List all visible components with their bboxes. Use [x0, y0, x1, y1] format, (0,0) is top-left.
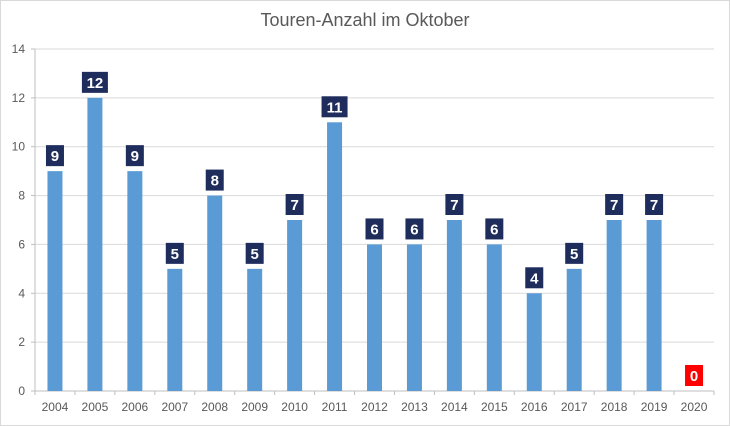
- x-tick-label: 2014: [441, 400, 468, 414]
- data-label: 7: [610, 197, 618, 214]
- data-label-box: [45, 145, 64, 167]
- tick-labels: 0 2 4 6 8 10 12 14 2004 2005 2006 2007 2008 2009 2010 2…: [12, 42, 708, 414]
- bar: [167, 268, 183, 391]
- bar: [646, 220, 662, 391]
- x-tick-label: 2017: [561, 400, 588, 414]
- bar: [446, 220, 462, 391]
- x-tick-label: 2019: [641, 400, 668, 414]
- bar: [486, 244, 502, 391]
- data-label-box: [485, 218, 504, 240]
- data-label: 4: [530, 270, 539, 287]
- data-label: 6: [490, 221, 498, 238]
- y-tick-label: 4: [18, 286, 25, 300]
- data-label: 9: [51, 148, 59, 165]
- data-label: 7: [650, 197, 658, 214]
- x-tick-label: 2007: [161, 400, 188, 414]
- x-tick-label: 2005: [82, 400, 109, 414]
- data-label: 0: [690, 368, 698, 385]
- data-label: 6: [410, 221, 418, 238]
- data-label-box: [605, 194, 624, 215]
- chart-title: Touren-Anzahl im Oktober: [260, 10, 470, 30]
- bar: [287, 220, 303, 391]
- data-label-box: [445, 194, 464, 215]
- data-label-box: [525, 267, 544, 289]
- bar: [406, 244, 422, 391]
- bar: [367, 244, 382, 391]
- x-tick-label: 2006: [122, 400, 149, 414]
- data-label: 6: [370, 221, 378, 238]
- bar: [606, 220, 622, 391]
- y-tick-label: 8: [18, 189, 25, 203]
- x-tick-label: 2018: [601, 400, 628, 414]
- x-tick-label: 2008: [201, 400, 228, 414]
- bar: [207, 195, 223, 391]
- x-tick-label: 2009: [241, 400, 268, 414]
- data-label-box: [125, 145, 144, 167]
- data-label-box: [285, 194, 304, 215]
- bar: [247, 268, 263, 391]
- data-label-box: [645, 194, 664, 215]
- y-tick-label: 2: [18, 335, 25, 349]
- bars: [47, 97, 662, 392]
- data-label-box: [685, 365, 704, 386]
- data-label-box: [245, 242, 264, 264]
- x-tick-label: 2016: [521, 400, 548, 414]
- data-label-box: [365, 218, 384, 240]
- bar: [127, 171, 143, 391]
- x-tick-label: 2011: [322, 400, 348, 414]
- data-label: 8: [211, 173, 219, 190]
- y-tick-label: 10: [12, 140, 26, 154]
- bar: [566, 268, 582, 391]
- data-label-box: [321, 96, 348, 118]
- data-label: 5: [251, 246, 259, 263]
- y-tick-label: 6: [18, 237, 25, 251]
- data-label-box: [81, 71, 108, 93]
- data-label-box: [405, 218, 424, 240]
- data-labels: 9 12 9 5 8 5 7 11 6 6 7 6 4 5 7 7 0: [45, 71, 704, 386]
- y-tick-label: 12: [12, 91, 26, 105]
- data-label: 9: [131, 148, 139, 165]
- data-label-box: [565, 242, 584, 264]
- data-label: 5: [171, 246, 179, 263]
- x-tick-label: 2013: [401, 400, 428, 414]
- y-tick-label: 0: [18, 384, 25, 398]
- bar: [87, 97, 103, 391]
- data-label: 7: [450, 197, 458, 214]
- y-tick-label: 14: [12, 42, 26, 56]
- bar: [47, 171, 63, 391]
- data-label: 7: [290, 197, 298, 214]
- bar: [526, 293, 542, 391]
- data-label: 11: [327, 99, 343, 116]
- data-label-box: [165, 242, 184, 264]
- data-label-box: [205, 169, 224, 191]
- bar: [327, 122, 343, 392]
- x-tick-label: 2020: [681, 400, 708, 414]
- x-tick-label: 2010: [281, 400, 308, 414]
- x-tick-label: 2004: [42, 400, 69, 414]
- x-tick-label: 2012: [361, 400, 388, 414]
- data-label: 5: [570, 246, 578, 263]
- data-label: 12: [87, 75, 104, 92]
- x-tick-label: 2015: [481, 400, 508, 414]
